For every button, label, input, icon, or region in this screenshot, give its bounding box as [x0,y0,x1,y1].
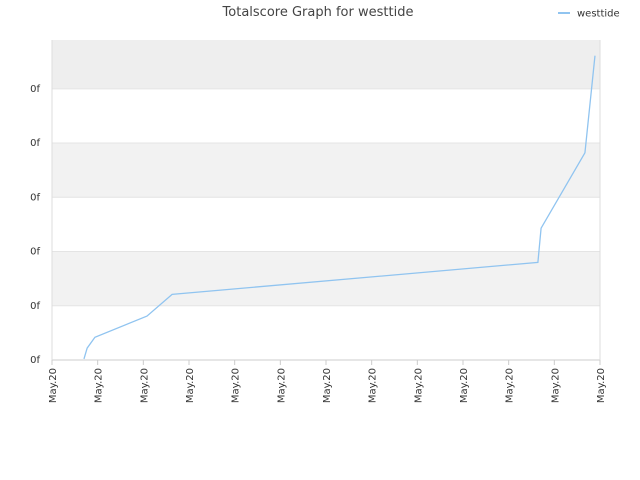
x-tick-label: May.20 [413,368,424,403]
band [52,143,600,198]
x-tick-label: May.20 [48,368,59,403]
y-tick-label: 0f [30,247,40,258]
y-tick-label: 0f [30,192,40,203]
x-tick-label: May.20 [459,368,470,403]
y-tick-label: 0f [30,138,40,149]
x-tick-label: May.20 [322,368,333,403]
chart-title: Totalscore Graph for westtide [222,5,414,20]
x-tick-label: May.20 [231,368,242,403]
x-tick-label: May.20 [596,368,607,403]
x-tick-label: May.20 [505,368,516,403]
x-tick-label: May.20 [276,368,287,403]
x-tick-label: May.20 [94,368,105,403]
x-tick-label: May.20 [368,368,379,403]
y-tick-label: 0f [30,301,40,312]
band [52,40,600,89]
series-line [83,55,596,360]
x-tick-label: May.20 [185,368,196,403]
y-tick-label: 0f [30,355,40,366]
y-tick-label: 0f [30,84,40,95]
x-tick-label: May.20 [550,368,561,403]
band [52,251,600,306]
x-tick-label: May.20 [139,368,150,403]
legend-label: westtide [577,9,620,20]
